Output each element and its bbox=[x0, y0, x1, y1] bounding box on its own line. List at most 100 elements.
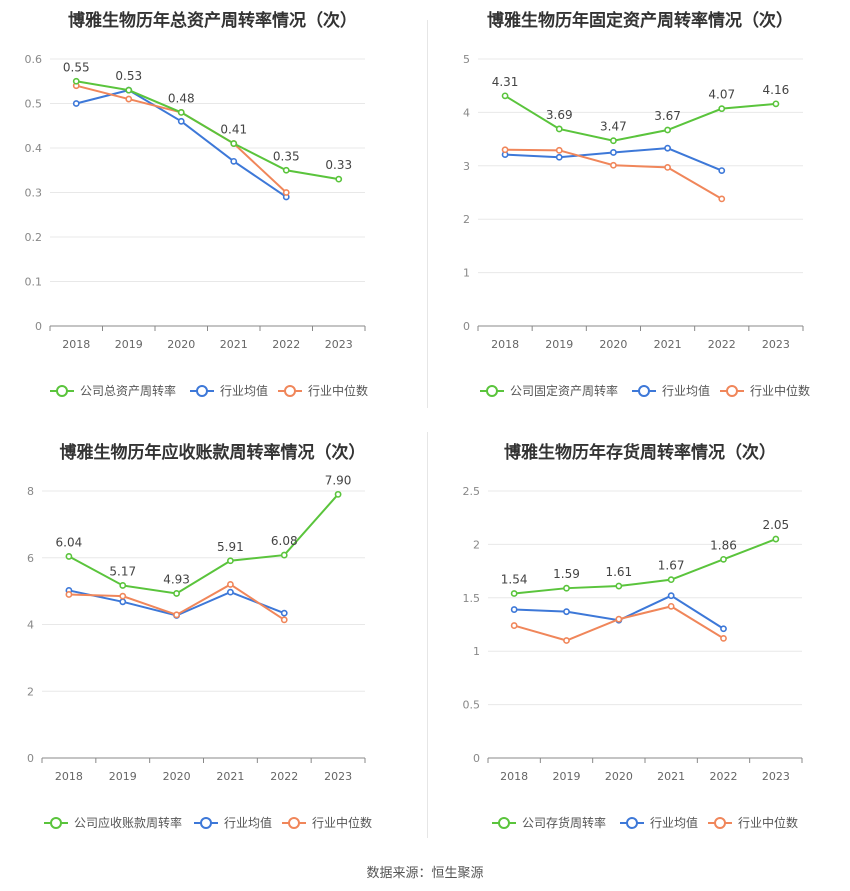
x-tick-label: 2019 bbox=[115, 338, 143, 351]
y-tick-label: 2.5 bbox=[463, 485, 481, 498]
data-point bbox=[119, 598, 127, 606]
legend-marker bbox=[50, 817, 62, 829]
data-label: 2.05 bbox=[762, 518, 789, 532]
data-point bbox=[125, 95, 133, 103]
data-point bbox=[510, 590, 518, 597]
x-tick-label: 2020 bbox=[605, 770, 633, 783]
data-label: 6.08 bbox=[271, 534, 298, 548]
data-point bbox=[72, 77, 80, 85]
y-tick-label: 5 bbox=[463, 53, 470, 66]
data-point bbox=[177, 117, 185, 125]
data-point bbox=[563, 584, 570, 592]
vertical-divider-top bbox=[427, 20, 428, 408]
legend-marker bbox=[56, 385, 68, 397]
data-point bbox=[280, 551, 288, 559]
data-label: 1.86 bbox=[710, 538, 737, 552]
y-tick-label: 0.1 bbox=[25, 276, 43, 289]
legend-label: 行业均值 bbox=[662, 383, 710, 398]
data-point bbox=[563, 608, 570, 616]
legend-label: 行业均值 bbox=[650, 815, 698, 830]
data-label: 3.47 bbox=[600, 120, 627, 134]
chart-title: 博雅生物历年应收账款周转率情况（次） bbox=[60, 442, 366, 463]
x-tick-label: 2023 bbox=[325, 338, 353, 351]
series-line bbox=[68, 493, 339, 595]
legend-marker bbox=[196, 385, 208, 397]
legend-label: 行业中位数 bbox=[312, 815, 372, 830]
series-line bbox=[514, 538, 777, 595]
data-label: 6.04 bbox=[56, 535, 83, 549]
legend-label: 行业均值 bbox=[220, 383, 268, 398]
data-label: 1.61 bbox=[605, 565, 632, 579]
data-point bbox=[667, 592, 675, 600]
chart-total-asset-turnover: 博雅生物历年总资产周转率情况（次） 0 0.1 0.2 0.3 0.4 0.5 0.6 2018… bbox=[25, 10, 369, 398]
x-tick-label: 2020 bbox=[163, 770, 191, 783]
data-point bbox=[227, 557, 234, 565]
x-tick-label: 2021 bbox=[657, 770, 685, 783]
data-label: 3.67 bbox=[654, 109, 681, 123]
data-label: 4.93 bbox=[163, 572, 190, 586]
chart-receivables-turnover: 博雅生物历年应收账款周转率情况（次） 0 2 4 6 8 2018 2019 2020 2021 2… bbox=[27, 442, 372, 830]
y-tick-label: 1 bbox=[463, 267, 470, 280]
data-label: 4.07 bbox=[708, 88, 735, 102]
data-point bbox=[720, 625, 727, 633]
series-line bbox=[504, 94, 777, 142]
y-tick-label: 4 bbox=[27, 619, 34, 632]
series-line bbox=[76, 89, 287, 198]
x-tick-label: 2020 bbox=[599, 338, 627, 351]
data-point bbox=[125, 86, 133, 94]
data-point bbox=[563, 637, 570, 644]
legend-marker bbox=[638, 385, 650, 397]
data-label: 0.35 bbox=[273, 149, 300, 163]
legend-label: 行业中位数 bbox=[308, 383, 368, 398]
legend-marker bbox=[726, 385, 738, 397]
y-tick-label: 0.6 bbox=[25, 53, 43, 66]
legend-marker bbox=[626, 817, 638, 829]
legend-marker bbox=[714, 817, 726, 829]
legend-marker bbox=[486, 385, 498, 397]
legend-marker bbox=[284, 385, 296, 397]
data-point bbox=[555, 125, 563, 133]
data-point bbox=[227, 581, 234, 588]
data-label: 0.55 bbox=[63, 60, 90, 74]
x-tick-label: 2018 bbox=[500, 770, 528, 783]
data-point bbox=[72, 100, 80, 107]
data-point bbox=[718, 105, 726, 113]
data-point bbox=[667, 602, 675, 610]
x-tick-label: 2018 bbox=[55, 770, 83, 783]
data-point bbox=[230, 140, 238, 147]
data-point bbox=[227, 588, 234, 596]
data-point bbox=[720, 555, 727, 563]
data-point bbox=[718, 195, 726, 203]
x-tick-label: 2019 bbox=[109, 770, 137, 783]
legend-marker bbox=[200, 817, 212, 829]
data-point bbox=[501, 92, 509, 100]
data-point bbox=[282, 189, 290, 196]
data-point bbox=[65, 591, 73, 598]
y-tick-label: 2 bbox=[473, 538, 480, 551]
data-point bbox=[610, 137, 617, 145]
x-tick-label: 2021 bbox=[216, 770, 244, 783]
data-point bbox=[667, 576, 675, 584]
x-tick-label: 2019 bbox=[545, 338, 573, 351]
x-tick-label: 2021 bbox=[654, 338, 682, 351]
data-point bbox=[280, 616, 288, 624]
y-tick-label: 2 bbox=[27, 685, 34, 698]
data-label: 5.17 bbox=[109, 564, 136, 578]
y-tick-label: 8 bbox=[27, 485, 34, 498]
data-point bbox=[610, 161, 617, 169]
y-tick-label: 0.4 bbox=[25, 142, 43, 155]
series-line bbox=[76, 80, 339, 181]
x-tick-label: 2022 bbox=[710, 770, 738, 783]
data-point bbox=[772, 535, 780, 543]
y-tick-label: 0.5 bbox=[463, 699, 481, 712]
data-label: 0.33 bbox=[325, 158, 352, 172]
legend-label: 行业中位数 bbox=[750, 383, 810, 398]
data-label: 0.41 bbox=[220, 123, 247, 137]
data-label: 1.59 bbox=[553, 567, 580, 581]
legend-marker bbox=[498, 817, 510, 829]
chart-title: 博雅生物历年存货周转率情况（次） bbox=[504, 442, 776, 463]
x-tick-label: 2022 bbox=[270, 770, 298, 783]
data-point bbox=[282, 166, 290, 174]
x-tick-label: 2018 bbox=[62, 338, 90, 351]
